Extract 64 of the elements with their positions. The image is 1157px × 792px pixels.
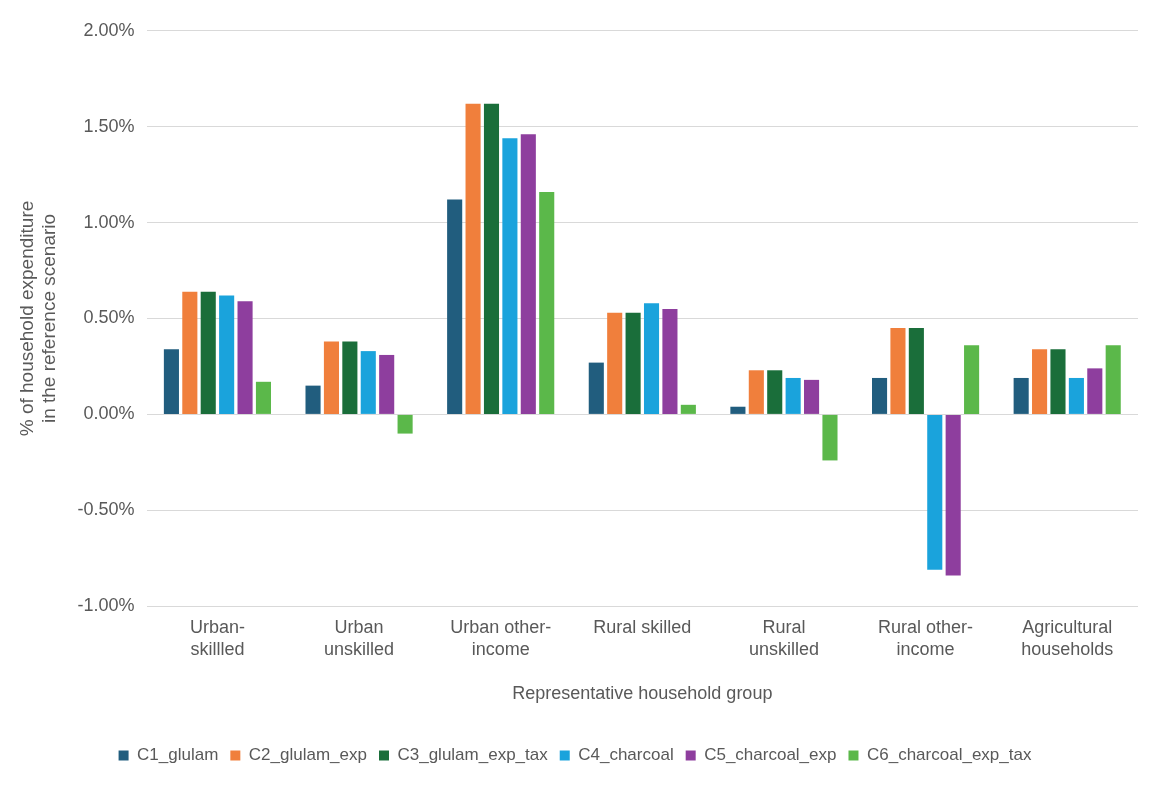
bar	[1032, 349, 1048, 414]
bar	[588, 362, 604, 414]
bar	[1013, 377, 1029, 414]
legend-label: C1_glulam	[137, 745, 219, 765]
y-tick-label: 1.50%	[83, 115, 135, 136]
bar	[804, 379, 820, 414]
bar	[237, 301, 253, 414]
legend-label: C6_charcoal_exp_tax	[866, 745, 1032, 765]
bar	[483, 103, 500, 414]
bar	[1105, 345, 1121, 414]
bar	[360, 351, 376, 414]
x-tick-label: Rural skilled	[593, 616, 692, 637]
bar	[520, 134, 536, 414]
legend-label: C4_charcoal	[578, 745, 674, 765]
bar	[785, 377, 801, 414]
y-tick-label: 2.00%	[83, 19, 135, 40]
bar	[927, 414, 943, 570]
bar	[822, 414, 838, 461]
y-tick-label: -0.50%	[77, 499, 135, 520]
x-tick-label: Urban other-income	[450, 616, 552, 659]
bar	[680, 404, 696, 414]
bar	[379, 354, 395, 414]
x-tick-label: Rural unskilled	[748, 616, 819, 659]
y-axis-title: % of household expenditure in the reference scenario	[15, 200, 60, 437]
bar	[447, 199, 463, 414]
bar	[219, 295, 235, 414]
bar	[964, 345, 980, 414]
bar	[767, 370, 783, 414]
x-axis-title: Representative household group	[512, 683, 773, 704]
bar	[323, 341, 339, 414]
bar	[1050, 349, 1066, 414]
bar	[625, 312, 641, 414]
bar	[465, 103, 481, 414]
y-tick-label: -1.00%	[77, 595, 135, 616]
x-tick-label: Urban unskilled	[324, 616, 395, 659]
bar	[163, 349, 179, 414]
x-tick-label: Rural other-income	[878, 616, 974, 659]
bar	[945, 414, 961, 576]
bar	[871, 377, 888, 414]
bar	[1087, 368, 1103, 414]
bar	[397, 414, 413, 434]
y-tick-label: 0.00%	[83, 403, 135, 424]
bar	[890, 328, 906, 414]
bar	[908, 328, 924, 414]
legend-label: C3_glulam_exp_tax	[397, 745, 549, 765]
bar	[662, 308, 678, 414]
y-tick-label: 0.50%	[83, 307, 135, 328]
bar	[643, 303, 660, 414]
bar	[182, 291, 198, 414]
bar	[305, 385, 321, 414]
bar	[502, 138, 518, 414]
bar	[730, 406, 746, 414]
bar	[200, 291, 216, 414]
bar	[1068, 377, 1084, 414]
bar	[539, 191, 555, 414]
y-tick-label: 1.00%	[83, 211, 135, 232]
bar	[342, 341, 358, 414]
legend-label: C2_glulam_exp	[248, 745, 367, 765]
bar	[255, 381, 272, 414]
legend-label: C5_charcoal_exp	[704, 745, 837, 765]
x-tick-label: Urban-skillled	[189, 616, 245, 659]
x-tick-label: Agricultural households	[1021, 616, 1114, 659]
bar	[748, 370, 764, 414]
bar	[607, 312, 623, 414]
